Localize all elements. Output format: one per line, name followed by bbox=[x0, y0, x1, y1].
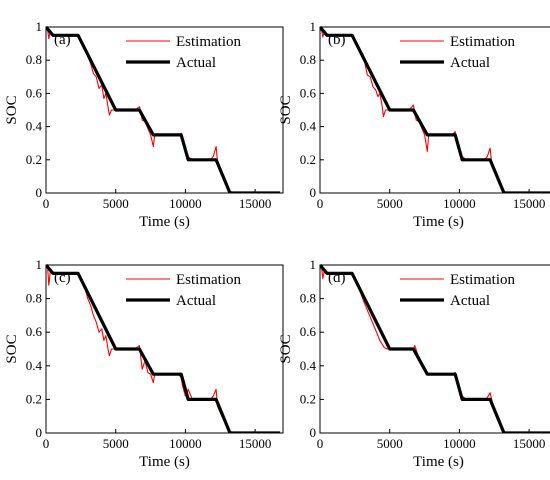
legend-entry: Estimation bbox=[176, 34, 241, 50]
y-tick-label: 0.2 bbox=[300, 152, 316, 167]
y-axis-label: SOC bbox=[4, 95, 20, 124]
x-axis-label: Time (s) bbox=[139, 454, 190, 470]
plot-area bbox=[45, 264, 284, 434]
y-tick-label: 0.2 bbox=[26, 152, 42, 167]
chart-panel: 0 5000 10000 15000 0 0.2 0.4 0.6 0.8 1 Time (s) SOC… bbox=[278, 257, 550, 470]
series-line bbox=[320, 263, 550, 433]
panel-label: (c) bbox=[54, 270, 71, 286]
x-tick-label: 10000 bbox=[443, 436, 476, 451]
x-tick-label: 0 bbox=[317, 436, 324, 451]
y-tick-label: 0.6 bbox=[300, 85, 317, 100]
plot-area bbox=[45, 26, 284, 194]
x-tick-label: 5000 bbox=[103, 436, 129, 451]
x-tick-label: 15000 bbox=[239, 196, 272, 211]
legend-entry: Actual bbox=[450, 293, 490, 309]
y-tick-label: 0.4 bbox=[300, 119, 317, 134]
y-tick-label: 0.4 bbox=[300, 358, 317, 373]
panel-label: (a) bbox=[54, 32, 71, 48]
panel-label: (b) bbox=[328, 32, 346, 48]
x-axis-label: Time (s) bbox=[139, 214, 190, 230]
chart-panel: 0 5000 10000 15000 0 0.2 0.4 0.6 0.8 1 Time (s) SOC… bbox=[278, 19, 550, 230]
y-tick-label: 1 bbox=[36, 257, 43, 272]
x-tick-label: 5000 bbox=[103, 196, 129, 211]
y-tick-label: 0.4 bbox=[26, 358, 43, 373]
y-tick-label: 0.6 bbox=[26, 324, 43, 339]
x-tick-label: 5000 bbox=[377, 196, 403, 211]
x-tick-label: 15000 bbox=[239, 436, 272, 451]
legend-entry: Actual bbox=[176, 55, 216, 71]
y-tick-label: 0.8 bbox=[26, 291, 42, 306]
x-axis-label: Time (s) bbox=[413, 214, 464, 230]
series-line bbox=[320, 25, 550, 193]
x-tick-label: 15000 bbox=[513, 436, 546, 451]
series-line bbox=[46, 25, 281, 193]
y-tick-label: 0.8 bbox=[300, 291, 316, 306]
chart-panel: 0 5000 10000 15000 0 0.2 0.4 0.6 0.8 1 Time (s) SOC… bbox=[4, 19, 284, 230]
plot-area bbox=[319, 26, 550, 194]
plot-area bbox=[319, 264, 550, 434]
y-axis-label: SOC bbox=[4, 334, 20, 363]
x-tick-label: 0 bbox=[317, 196, 324, 211]
y-tick-label: 0.6 bbox=[26, 85, 43, 100]
y-axis-label: SOC bbox=[278, 95, 294, 124]
x-tick-label: 0 bbox=[43, 436, 50, 451]
y-tick-label: 0.6 bbox=[300, 324, 317, 339]
x-tick-label: 0 bbox=[43, 196, 50, 211]
legend-entry: Estimation bbox=[450, 272, 515, 288]
series-line bbox=[46, 263, 281, 433]
y-tick-label: 0.8 bbox=[300, 52, 316, 67]
y-tick-label: 1 bbox=[310, 257, 317, 272]
y-tick-label: 0 bbox=[36, 425, 43, 440]
x-tick-label: 5000 bbox=[377, 436, 403, 451]
x-tick-label: 10000 bbox=[169, 436, 202, 451]
y-tick-label: 0.2 bbox=[26, 391, 42, 406]
chart-panel: 0 5000 10000 15000 0 0.2 0.4 0.6 0.8 1 Time (s) SOC… bbox=[4, 257, 284, 470]
x-tick-label: 10000 bbox=[169, 196, 202, 211]
y-tick-label: 0.8 bbox=[26, 52, 42, 67]
panel-label: (d) bbox=[328, 270, 346, 286]
y-tick-label: 0.4 bbox=[26, 119, 43, 134]
y-tick-label: 1 bbox=[310, 19, 317, 34]
y-tick-label: 0.2 bbox=[300, 391, 316, 406]
y-tick-label: 1 bbox=[36, 19, 43, 34]
x-tick-label: 10000 bbox=[443, 196, 476, 211]
y-tick-label: 0 bbox=[36, 185, 43, 200]
legend-entry: Actual bbox=[176, 293, 216, 309]
y-tick-label: 0 bbox=[310, 185, 317, 200]
legend-entry: Estimation bbox=[450, 34, 515, 50]
y-axis-label: SOC bbox=[278, 334, 294, 363]
x-axis-label: Time (s) bbox=[413, 454, 464, 470]
legend-entry: Actual bbox=[450, 55, 490, 71]
legend-entry: Estimation bbox=[176, 272, 241, 288]
x-tick-label: 15000 bbox=[513, 196, 546, 211]
y-tick-label: 0 bbox=[310, 425, 317, 440]
